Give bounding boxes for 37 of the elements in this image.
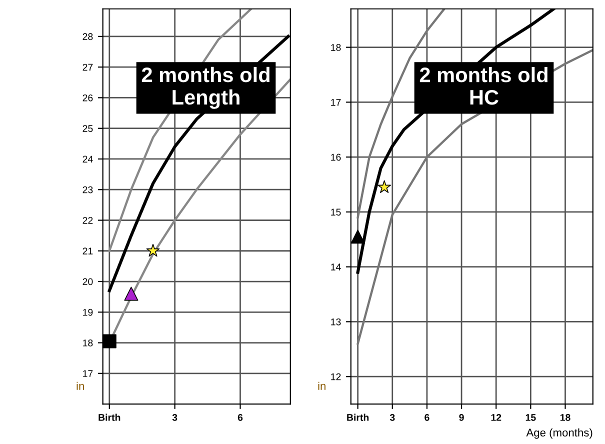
- y-axis-title: in: [76, 382, 84, 390]
- y-tick-label: 13: [331, 318, 341, 326]
- y-tick-label: 16: [331, 154, 341, 161]
- y-tick-label: 14: [331, 264, 341, 270]
- y-tick-label: 24: [82, 156, 93, 162]
- y-tick-label: 21: [82, 248, 93, 254]
- y-tick-label: 23: [82, 186, 93, 194]
- x-tick-label: Birth: [98, 414, 120, 421]
- y-tick-label: 25: [82, 125, 93, 132]
- annotation: 2 months old Length: [142, 66, 270, 109]
- y-tick-label: 20: [82, 278, 93, 286]
- x-tick-label: 3: [172, 414, 178, 421]
- x-tick-label: Birth: [347, 414, 369, 421]
- y-tick-label: 15: [331, 208, 341, 216]
- y-tick-label: 18: [83, 340, 93, 346]
- y-tick-label: 17: [331, 99, 341, 106]
- y-tick-label: 17: [83, 370, 93, 377]
- y-tick-label: 12: [331, 373, 341, 380]
- y-tick-label: 26: [82, 94, 93, 102]
- annotation: 2 months old HC: [420, 66, 548, 105]
- x-tick-label: 6: [238, 414, 243, 421]
- point: [102, 334, 116, 348]
- x-axis-title: Age (months): [526, 428, 592, 439]
- x-tick-label: 6: [424, 414, 430, 421]
- x-tick-label: 18: [560, 414, 570, 421]
- point: [146, 244, 160, 257]
- x-tick-label: 9: [459, 414, 464, 421]
- x-tick-label: 12: [491, 414, 502, 421]
- y-tick-label: 27: [82, 64, 93, 71]
- y-tick-label: 22: [82, 216, 93, 224]
- x-tick-label: 3: [390, 414, 395, 421]
- x-tick-label: 15: [526, 414, 536, 421]
- y-axis-title: in: [318, 382, 326, 390]
- y-tick-label: 19: [83, 308, 93, 316]
- y-tick-label: 18: [331, 44, 341, 51]
- y-tick-label: 28: [82, 33, 93, 40]
- point: [124, 286, 138, 301]
